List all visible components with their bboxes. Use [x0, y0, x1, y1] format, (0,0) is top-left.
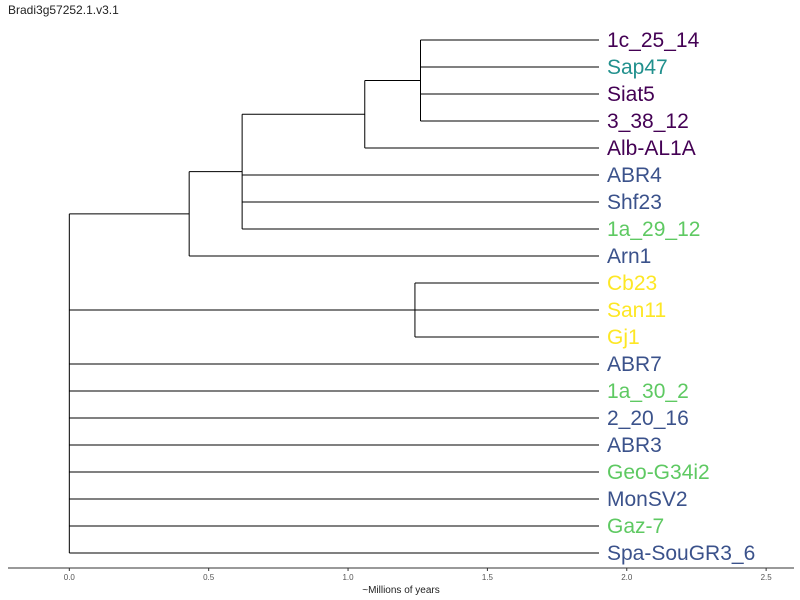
leaf-label: 2_20_16 — [607, 407, 689, 430]
leaf-label: 1a_29_12 — [607, 218, 700, 241]
leaf-label: Shf23 — [607, 191, 662, 214]
leaf-label: San11 — [607, 299, 666, 322]
tick-label: 2.5 — [761, 573, 773, 582]
leaf-label: 1c_25_14 — [607, 29, 700, 52]
leaf-label: 1a_30_2 — [607, 380, 689, 403]
leaf-label: Geo-G34i2 — [607, 461, 710, 484]
branch-lines — [68, 39, 599, 554]
leaf-label: Spa-SouGR3_6 — [607, 542, 755, 565]
axis-ticks: 0.0 0.5 1.0 1.5 2.0 2.5 — [64, 568, 772, 582]
leaf-label: Arn1 — [607, 245, 651, 268]
x-axis: 0.0 0.5 1.0 1.5 2.0 2.5 ~Millions of years — [8, 567, 794, 596]
leaf-label: Siat5 — [607, 83, 655, 106]
tick-label: 0.5 — [203, 573, 215, 582]
leaf-label: ABR7 — [607, 353, 662, 376]
leaf-labels: 1c_25_14 Sap47 Siat5 3_38_12 Alb-AL1A ABR4 Shf… — [607, 29, 755, 565]
tick-label: 0.0 — [64, 573, 76, 582]
leaf-label: Cb23 — [607, 272, 657, 295]
tick-label: 2.0 — [621, 573, 633, 582]
leaf-label: 3_38_12 — [607, 110, 689, 133]
leaf-label: Gaz-7 — [607, 515, 664, 538]
tick-label: 1.5 — [482, 573, 494, 582]
leaf-label: Alb-AL1A — [607, 137, 696, 160]
leaf-label: MonSV2 — [607, 488, 688, 511]
leaf-label: Sap47 — [607, 56, 668, 79]
tick-label: 1.0 — [342, 573, 354, 582]
leaf-label: ABR3 — [607, 434, 662, 457]
axis-title: ~Millions of years — [362, 585, 440, 596]
chart-title: Bradi3g57252.1.v3.1 — [8, 3, 119, 17]
leaf-label: ABR4 — [607, 164, 662, 187]
leaf-label: Gj1 — [607, 326, 640, 349]
